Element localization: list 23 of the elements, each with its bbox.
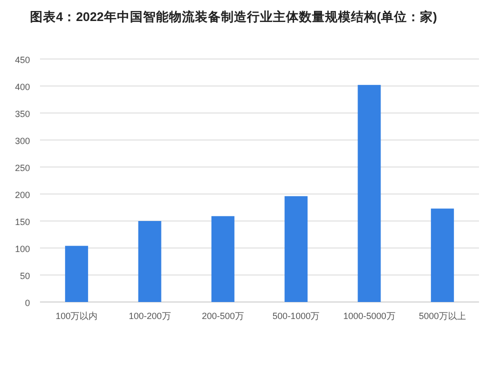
y-tick-label: 100 (14, 244, 30, 254)
bar (358, 84, 381, 302)
x-tick-label: 1000-5000万 (343, 311, 396, 321)
x-tick-label: 5000万以上 (418, 311, 466, 321)
y-tick-label: 350 (14, 109, 30, 119)
x-tick-label: 500-1000万 (272, 311, 320, 321)
bar (211, 216, 234, 302)
x-tick-label: 200-500万 (202, 311, 244, 321)
y-tick-label: 150 (14, 217, 30, 227)
y-tick-label: 300 (14, 136, 30, 146)
chart-title: 图表4：2022年中国智能物流装备制造行业主体数量规模结构(单位：家) (30, 9, 438, 24)
y-tick-label: 50 (20, 271, 30, 281)
bar (138, 221, 162, 302)
y-tick-label: 0 (24, 298, 30, 308)
bar (284, 196, 308, 302)
y-tick-label: 250 (14, 163, 30, 173)
bar (65, 246, 88, 302)
x-tick-label: 100-200万 (128, 311, 171, 321)
y-tick-label: 200 (14, 190, 30, 200)
y-tick-label: 400 (14, 82, 30, 92)
y-tick-label: 450 (14, 55, 30, 65)
bar (430, 208, 454, 302)
x-tick-label: 100万以内 (56, 311, 98, 321)
